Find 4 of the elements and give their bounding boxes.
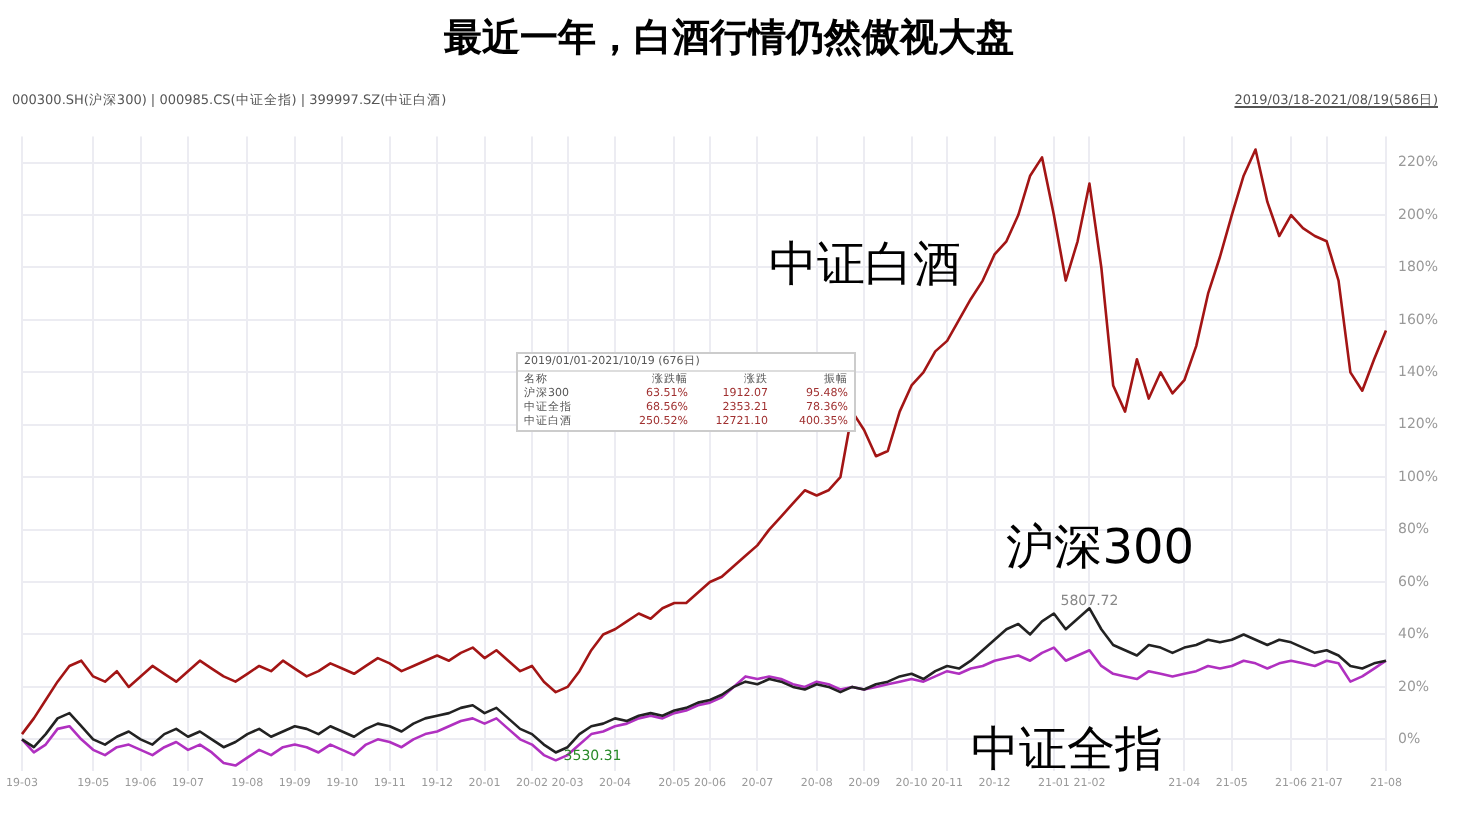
chart-title: 最近一年，白酒行情仍然傲视大盘 bbox=[442, 14, 1016, 64]
series-label: 中证白酒 bbox=[769, 235, 962, 292]
series-label: 中证全指 bbox=[970, 720, 1163, 777]
series-label: 沪深300 bbox=[1006, 519, 1195, 576]
